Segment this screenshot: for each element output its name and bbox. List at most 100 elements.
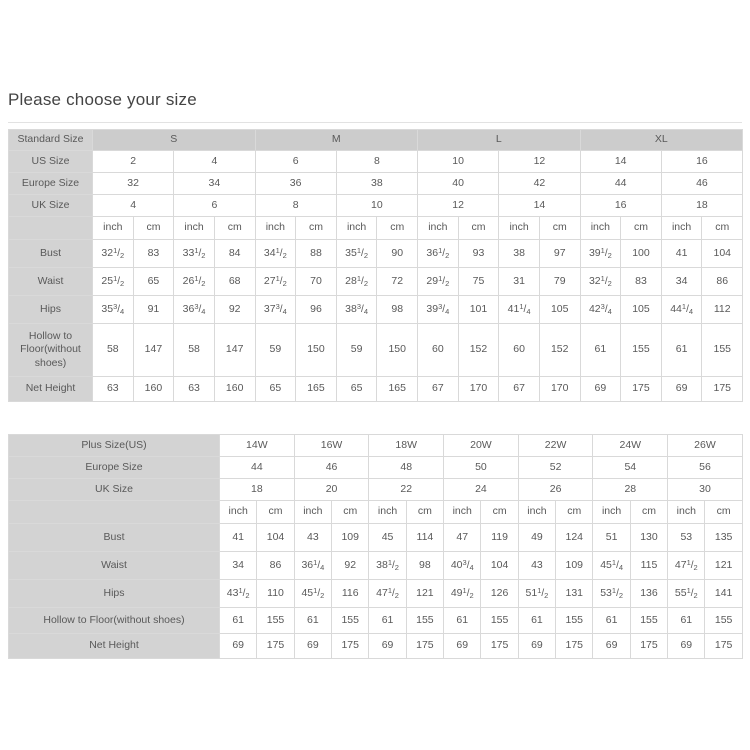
- measurement-inch: 69: [660, 376, 703, 402]
- measurement-inch: 471/2: [368, 579, 407, 608]
- row-label-hips: Hips: [8, 579, 220, 608]
- size-value: 8: [335, 150, 419, 173]
- measurement-inch: 531/2: [592, 579, 631, 608]
- table-row: Europe Size 32 34 36 38 40 42 44 46: [8, 172, 744, 195]
- measurement-inch: 383/4: [335, 295, 378, 324]
- measurement-cm: 155: [704, 607, 743, 634]
- measurement-cm: 101: [457, 295, 500, 324]
- measurement-inch: 59: [335, 323, 378, 377]
- measurement-cm: 109: [331, 523, 370, 552]
- unit-header-cm: cm: [405, 500, 445, 524]
- size-value: 18W: [368, 434, 445, 457]
- measurement-cm: 105: [538, 295, 581, 324]
- size-value: 24W: [592, 434, 669, 457]
- unit-header-cm: cm: [480, 500, 519, 524]
- measurement-cm: 160: [213, 376, 256, 402]
- measurement-inch: 61: [218, 607, 258, 634]
- measurement-inch: 291/2: [417, 267, 459, 296]
- measurement-inch: 281/2: [335, 267, 378, 296]
- measurement-cm: 152: [457, 323, 500, 377]
- size-value: 24: [443, 478, 519, 501]
- unit-header-cm: cm: [555, 500, 594, 524]
- measurement-cm: 155: [256, 607, 295, 634]
- size-value: 14: [498, 194, 581, 217]
- size-value: 36: [254, 172, 337, 195]
- measurement-cm: 155: [701, 323, 744, 377]
- measurement-cm: 119: [480, 523, 519, 552]
- measurement-cm: 98: [405, 551, 445, 580]
- measurement-cm: 98: [376, 295, 419, 324]
- unit-header-inch: inch: [173, 216, 215, 240]
- measurement-cm: 175: [629, 633, 669, 659]
- measurement-cm: 84: [213, 239, 256, 268]
- table-row: UK Size 18 20 22 24 26 28 30: [8, 478, 743, 501]
- title-divider: [8, 122, 742, 123]
- size-value: 20: [293, 478, 370, 501]
- size-group-header-s: S: [92, 129, 256, 151]
- measurement-cm: 141: [704, 579, 743, 608]
- measurement-inch: 49: [517, 523, 557, 552]
- size-value: 42: [498, 172, 581, 195]
- size-value: 14W: [219, 434, 295, 457]
- measurement-inch: 411/4: [498, 295, 540, 324]
- size-value: 50: [443, 456, 519, 479]
- unit-header-cm: cm: [701, 216, 744, 240]
- measurement-inch: 58: [173, 323, 215, 377]
- measurement-inch: 321/2: [579, 267, 622, 296]
- standard-size-table-container: Standard Size S M L XL US Size 2 4 6 8 10 12 14 16 Eur…: [8, 129, 744, 402]
- measurement-inch: 451/2: [293, 579, 333, 608]
- standard-size-header-label: Standard Size: [8, 129, 93, 151]
- measurement-cm: 100: [620, 239, 662, 268]
- measurement-inch: 41: [218, 523, 258, 552]
- measurement-cm: 175: [620, 376, 662, 402]
- measurement-inch: 34: [218, 551, 258, 580]
- measurement-cm: 155: [629, 607, 669, 634]
- measurement-cm: 130: [629, 523, 669, 552]
- measurement-cm: 93: [457, 239, 500, 268]
- measurement-inch: 47: [443, 523, 482, 552]
- measurement-cm: 104: [256, 523, 295, 552]
- measurement-cm: 121: [704, 551, 743, 580]
- measurement-cm: 109: [555, 551, 594, 580]
- row-label-net-height: Net Height: [8, 633, 220, 659]
- unit-header-inch: inch: [335, 216, 378, 240]
- measurement-cm: 175: [480, 633, 519, 659]
- size-value: 18: [660, 194, 744, 217]
- measurement-cm: 124: [555, 523, 594, 552]
- unit-header-inch: inch: [417, 216, 459, 240]
- measurement-cm: 114: [405, 523, 445, 552]
- measurement-inch: 63: [92, 376, 134, 402]
- measurement-cm: 105: [620, 295, 662, 324]
- size-value: 10: [417, 150, 500, 173]
- measurement-inch: 361/4: [293, 551, 333, 580]
- unit-header-inch: inch: [660, 216, 703, 240]
- measurement-inch: 67: [417, 376, 459, 402]
- unit-header-cm: cm: [620, 216, 662, 240]
- table-row: Waist 251/2 65 261/2 68 271/2 70 281/2 72 291/2 75…: [8, 267, 744, 296]
- measurement-inch: 65: [254, 376, 297, 402]
- measurement-inch: 451/4: [592, 551, 631, 580]
- row-label-waist: Waist: [8, 267, 93, 296]
- measurement-inch: 331/2: [173, 239, 215, 268]
- size-value: 34: [173, 172, 256, 195]
- measurement-cm: 165: [376, 376, 419, 402]
- unit-header-inch: inch: [443, 500, 482, 524]
- size-value: 6: [173, 194, 256, 217]
- measurement-inch: 61: [592, 607, 631, 634]
- measurement-cm: 86: [256, 551, 295, 580]
- size-value: 10: [335, 194, 419, 217]
- table-row: Net Height 69 175 69 175 69 175 69 175 69 175 69 175…: [8, 633, 743, 659]
- measurement-cm: 86: [701, 267, 744, 296]
- measurement-cm: 92: [331, 551, 370, 580]
- measurement-cm: 136: [629, 579, 669, 608]
- unit-header-inch: inch: [579, 216, 622, 240]
- plus-size-table-container: Plus Size(US) 14W 16W 18W 20W 22W 24W 26W Europe…: [8, 434, 743, 659]
- measurement-inch: 441/4: [660, 295, 703, 324]
- unit-header-cm: cm: [295, 216, 337, 240]
- measurement-cm: 135: [704, 523, 743, 552]
- measurement-cm: 68: [213, 267, 256, 296]
- table-row: Europe Size 44 46 48 50 52 54 56: [8, 456, 743, 479]
- table-row: Plus Size(US) 14W 16W 18W 20W 22W 24W 26W: [8, 434, 743, 457]
- size-value: 12: [498, 150, 581, 173]
- measurement-cm: 155: [480, 607, 519, 634]
